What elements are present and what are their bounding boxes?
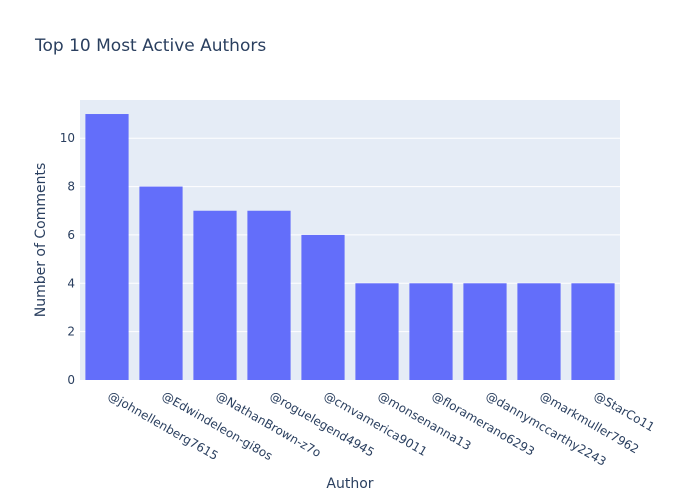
- bar[interactable]: [193, 210, 237, 380]
- y-tick-label: 2: [67, 325, 75, 339]
- y-tick-label: 6: [67, 228, 75, 242]
- bar[interactable]: [517, 283, 561, 380]
- y-axis-title: Number of Comments: [33, 163, 49, 318]
- bar[interactable]: [301, 234, 345, 380]
- bar[interactable]: [355, 283, 399, 380]
- bars: [85, 114, 615, 381]
- y-tick-label: 10: [60, 131, 75, 145]
- bar[interactable]: [571, 283, 615, 380]
- y-tick-label: 0: [67, 373, 75, 387]
- bar[interactable]: [409, 283, 453, 380]
- bar[interactable]: [247, 210, 291, 380]
- bar[interactable]: [139, 186, 183, 380]
- bar[interactable]: [85, 114, 129, 381]
- chart-title: Top 10 Most Active Authors: [34, 36, 266, 56]
- x-axis-title: Author: [326, 476, 373, 492]
- y-axis-ticks: 0 2 4 6 8 10: [60, 131, 75, 387]
- bar[interactable]: [463, 283, 507, 380]
- y-tick-label: 8: [67, 180, 75, 194]
- y-tick-label: 4: [67, 276, 75, 290]
